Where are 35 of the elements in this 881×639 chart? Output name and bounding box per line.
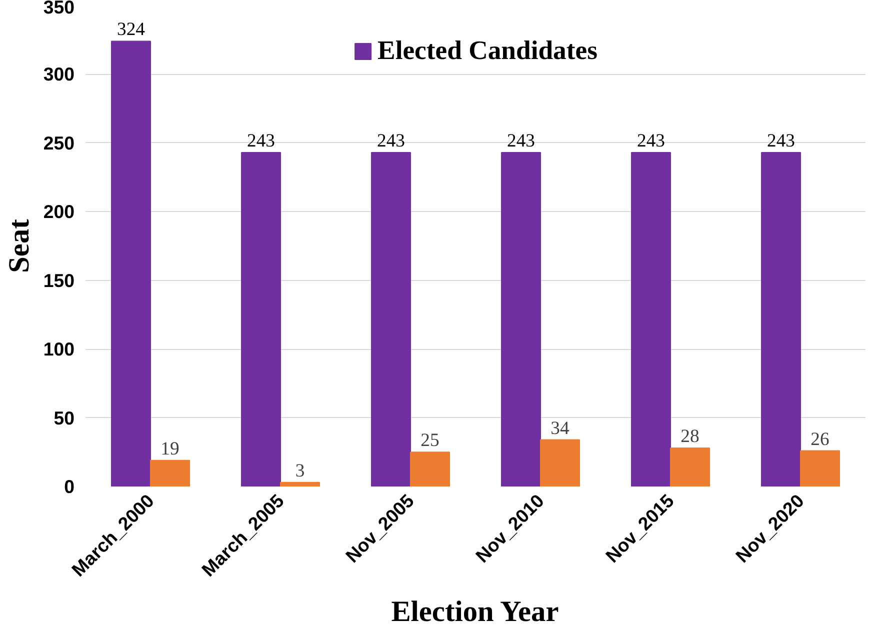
- bar: [410, 452, 450, 486]
- bar: [241, 152, 281, 486]
- bar: [631, 152, 671, 486]
- data-label: 28: [680, 426, 700, 448]
- y-tick-label: 350: [43, 0, 75, 18]
- data-label: 26: [810, 428, 830, 450]
- legend-label: Elected Candidates: [378, 35, 598, 66]
- y-tick-label: 300: [43, 64, 75, 85]
- bar: [800, 450, 840, 486]
- y-tick-label: 50: [54, 407, 75, 428]
- y-tick-label: 150: [43, 270, 75, 291]
- data-label: 19: [160, 438, 180, 460]
- y-tick-label: 200: [43, 201, 75, 222]
- y-axis-title: Seat: [3, 218, 36, 273]
- y-tick-label: 250: [43, 132, 75, 154]
- data-label: 243: [767, 130, 795, 152]
- data-label: 34: [550, 418, 570, 439]
- data-label: 243: [247, 130, 275, 152]
- data-label: 3: [295, 460, 305, 482]
- data-label: 324: [117, 19, 146, 40]
- bar: [280, 482, 320, 486]
- bar: [501, 152, 541, 486]
- x-axis-title: Election Year: [391, 596, 559, 628]
- data-label: 243: [507, 130, 535, 152]
- bar: [540, 439, 580, 486]
- data-label: 25: [420, 430, 440, 452]
- bar: [111, 40, 151, 486]
- y-tick-label: 100: [43, 338, 75, 360]
- bar: [761, 152, 801, 486]
- data-label: 243: [377, 130, 405, 152]
- bar: [371, 152, 411, 486]
- bar: [150, 460, 190, 486]
- bar: [670, 448, 710, 486]
- data-label: 243: [637, 130, 665, 152]
- y-tick-label: 0: [64, 476, 75, 497]
